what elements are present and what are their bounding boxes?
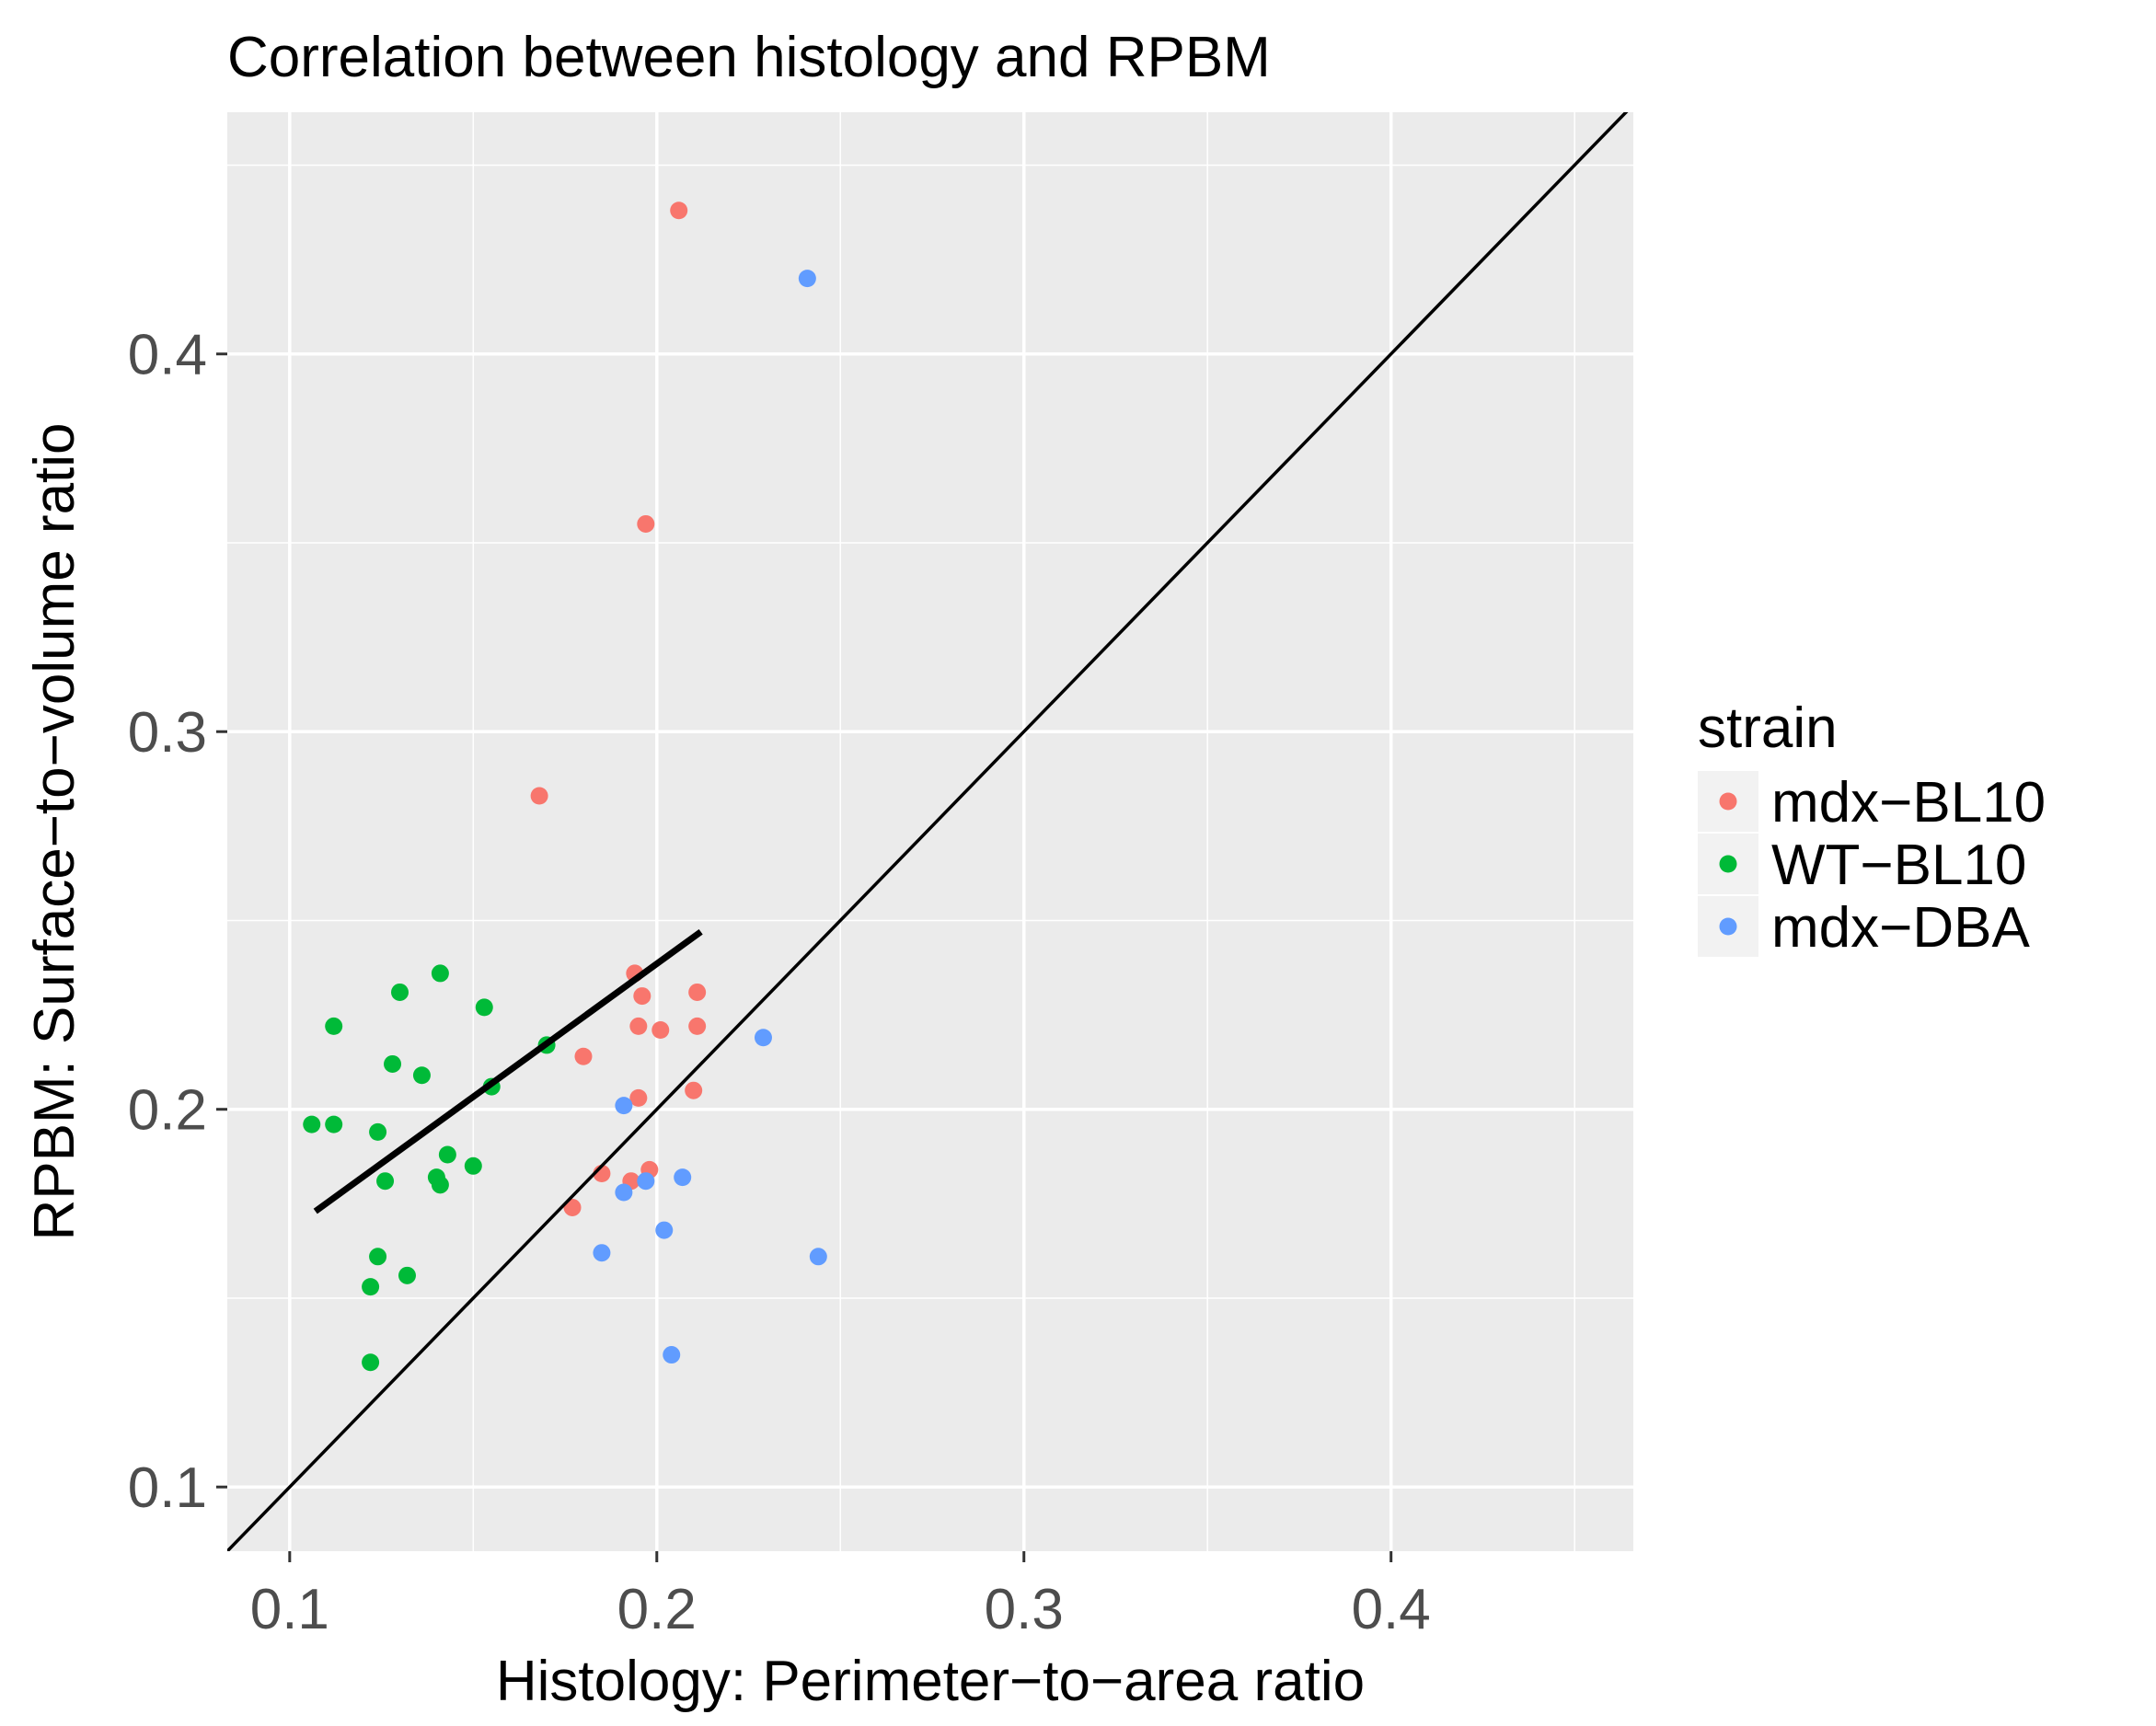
regression-line — [313, 928, 703, 1214]
data-point — [563, 1198, 582, 1216]
data-point — [369, 1122, 387, 1141]
data-point — [754, 1029, 772, 1047]
data-points — [303, 201, 827, 1372]
data-point — [464, 1156, 482, 1175]
data-point — [615, 1183, 633, 1202]
y-tick-label: 0.2 — [128, 1079, 207, 1143]
legend-title: strain — [1698, 696, 1838, 760]
legend-label: mdx−BL10 — [1771, 771, 2046, 834]
legend-key-symbol — [1719, 792, 1737, 811]
data-point — [362, 1353, 380, 1372]
data-point — [651, 1021, 670, 1040]
data-point — [384, 1054, 402, 1073]
x-axis-title: Histology: Perimeter−to−area ratio — [496, 1650, 1365, 1713]
reference-lines — [227, 112, 1629, 1551]
data-point — [633, 987, 651, 1006]
x-tick-label: 0.4 — [1352, 1578, 1431, 1641]
legend-key-symbol — [1719, 917, 1737, 936]
data-point — [809, 1248, 827, 1266]
data-point — [412, 1066, 431, 1085]
x-tick-label: 0.3 — [985, 1578, 1064, 1641]
data-point — [530, 787, 548, 805]
data-point — [369, 1248, 387, 1266]
data-point — [438, 1145, 456, 1164]
data-point — [431, 1176, 449, 1194]
data-point — [475, 998, 493, 1017]
data-point — [655, 1221, 674, 1239]
legend-label: WT−BL10 — [1771, 834, 2026, 897]
y-axis: 0.1 0.2 0.3 0.4 — [128, 324, 227, 1520]
x-axis: 0.1 0.2 0.3 0.4 — [250, 1551, 1431, 1641]
y-axis-title: RPBM: Surface−to−volume ratio — [23, 422, 86, 1240]
data-point — [685, 1081, 703, 1099]
data-point — [593, 1244, 611, 1262]
y-tick-label: 0.3 — [128, 701, 207, 765]
identity-line — [227, 112, 1629, 1551]
legend-key-symbol — [1719, 855, 1737, 873]
data-point — [376, 1172, 395, 1191]
data-point — [362, 1278, 380, 1296]
chart-title: Correlation between histology and RPBM — [227, 26, 1271, 89]
data-point — [688, 983, 707, 1001]
y-tick-label: 0.1 — [128, 1456, 207, 1520]
data-point — [798, 270, 816, 288]
legend-label: mdx−DBA — [1771, 896, 2030, 960]
data-point — [670, 201, 688, 220]
data-point — [629, 1017, 648, 1035]
data-point — [688, 1017, 707, 1035]
data-point — [629, 1088, 648, 1107]
data-point — [674, 1168, 692, 1187]
y-tick-label: 0.4 — [128, 324, 207, 387]
data-point — [325, 1017, 343, 1035]
data-point — [391, 983, 409, 1001]
data-point — [663, 1346, 681, 1364]
data-point — [303, 1115, 321, 1133]
data-point — [325, 1115, 343, 1133]
data-point — [637, 1172, 655, 1191]
grid-major — [227, 112, 1633, 1551]
data-point — [574, 1047, 593, 1065]
grid-minor — [227, 112, 1633, 1551]
data-point — [431, 964, 449, 983]
x-tick-label: 0.1 — [250, 1578, 329, 1641]
data-point — [615, 1097, 633, 1115]
data-point — [398, 1266, 416, 1284]
data-point — [637, 514, 655, 533]
x-tick-label: 0.2 — [617, 1578, 697, 1641]
